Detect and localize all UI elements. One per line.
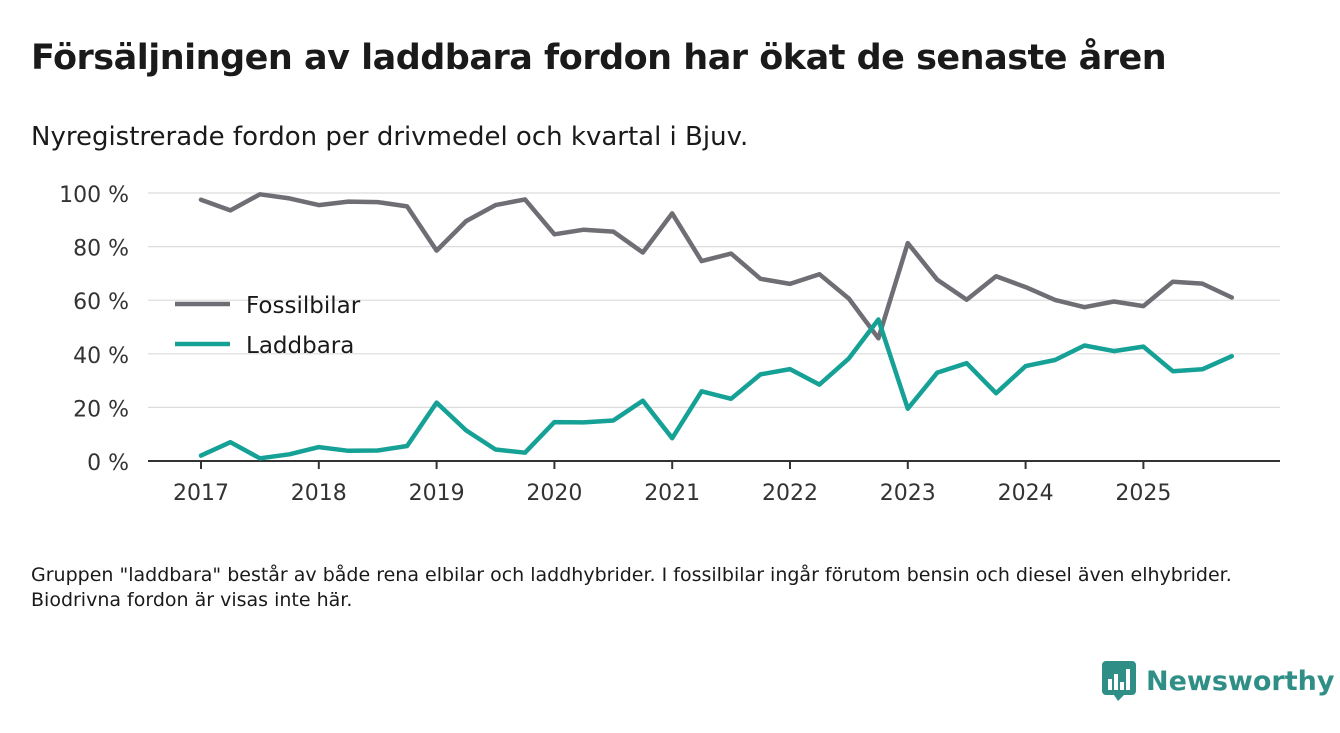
gridlines <box>148 192 1280 408</box>
y-axis-ticks: 0 % 20 % 40 % 60 % 80 % 100 % <box>59 183 129 476</box>
x-tick-label: 2024 <box>998 481 1054 506</box>
y-tick-label: 100 % <box>59 183 129 208</box>
legend-label: Laddbara <box>246 333 354 359</box>
footnote: Gruppen "laddbara" består av både rena e… <box>31 564 1232 611</box>
series-line-laddbara <box>198 317 1235 461</box>
y-tick-label: 40 % <box>73 344 129 369</box>
chart-title: Försäljningen av laddbara fordon har öka… <box>31 38 1167 78</box>
x-tick-label: 2017 <box>173 481 229 506</box>
legend: Fossilbilar Laddbara <box>175 293 361 359</box>
y-tick-label: 80 % <box>73 237 129 262</box>
x-tick-label: 2020 <box>526 481 582 506</box>
x-tick-label: 2022 <box>762 481 818 506</box>
x-tick-label: 2019 <box>409 481 465 506</box>
y-tick-label: 60 % <box>73 290 129 315</box>
x-tick-label: 2023 <box>880 481 936 506</box>
line-chart: 0 % 20 % 40 % 60 % 80 % 100 % 2017 2018 2019 202… <box>59 183 1280 506</box>
brand: Newsworthy <box>1102 661 1334 701</box>
y-tick-label: 0 % <box>87 451 129 476</box>
series-line-fossilbilar <box>198 192 1235 341</box>
series-lines <box>198 192 1235 461</box>
chart-subtitle: Nyregistrerade fordon per drivmedel och … <box>31 122 749 152</box>
x-tick-label: 2025 <box>1115 481 1171 506</box>
legend-label: Fossilbilar <box>246 293 361 319</box>
newsworthy-logo-icon <box>1102 661 1136 701</box>
x-axis-ticks: 2017 2018 2019 2020 2021 2022 2023 2024 2025 <box>173 461 1171 506</box>
x-tick-label: 2021 <box>644 481 700 506</box>
x-tick-label: 2018 <box>291 481 347 506</box>
brand-name: Newsworthy <box>1146 665 1335 697</box>
y-tick-label: 20 % <box>73 397 129 422</box>
